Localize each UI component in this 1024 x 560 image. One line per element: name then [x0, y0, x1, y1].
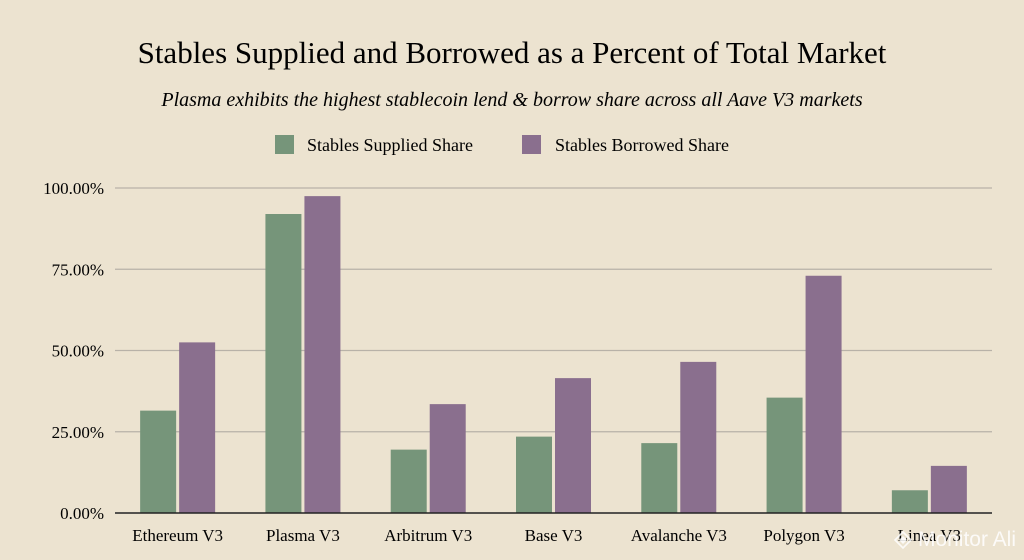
gridlines — [115, 187, 992, 433]
y-tick-label: 100.00% — [43, 179, 104, 198]
bar-borrowed — [680, 361, 717, 513]
chart-title: Stables Supplied and Borrowed as a Perce… — [138, 35, 887, 70]
bar-borrowed — [304, 196, 341, 513]
x-category-label: Ethereum V3 — [132, 526, 223, 545]
x-category-label: Linea V3 — [898, 526, 961, 545]
bar-borrowed — [179, 342, 216, 513]
x-category-label: Base V3 — [525, 526, 583, 545]
y-tick-label: 25.00% — [52, 423, 104, 442]
legend-label-supplied: Stables Supplied Share — [307, 135, 473, 155]
bar-supplied — [891, 490, 928, 513]
bar-borrowed — [555, 378, 591, 513]
bar-borrowed — [429, 404, 466, 513]
watermark: Monitor Ali — [893, 528, 1016, 552]
y-tick-label: 50.00% — [52, 342, 104, 361]
chart-subtitle: Plasma exhibits the highest stablecoin l… — [160, 89, 862, 111]
bar-supplied — [766, 397, 803, 513]
y-tick-label: 75.00% — [52, 260, 104, 279]
bar-borrowed — [805, 275, 842, 513]
x-category-label: Polygon V3 — [763, 526, 844, 545]
legend-label-borrowed: Stables Borrowed Share — [555, 135, 729, 155]
bar-supplied — [140, 410, 177, 513]
legend-swatch-supplied — [275, 135, 294, 154]
legend-swatch-borrowed — [522, 135, 541, 154]
bar-supplied — [265, 214, 302, 513]
x-category-label: Arbitrum V3 — [384, 526, 472, 545]
x-category-label: Plasma V3 — [266, 526, 340, 545]
x-category-label: Avalanche V3 — [631, 526, 727, 545]
x-axis-categories: Ethereum V3 Plasma V3 Arbitrum V3 Base V3 Av… — [132, 526, 961, 545]
bar-supplied — [516, 436, 552, 513]
bar-borrowed — [930, 465, 967, 513]
bars — [140, 196, 967, 513]
y-tick-label: 0.00% — [60, 504, 104, 523]
bar-supplied — [641, 443, 678, 513]
bar-supplied — [390, 449, 427, 513]
y-axis-ticks: 0.00% 25.00% 50.00% 75.00% 100.00% — [43, 179, 104, 523]
legend: Stables Supplied Share Stables Borrowed … — [275, 135, 729, 155]
diamond-logo-icon — [893, 531, 912, 549]
watermark-text: Monitor Ali — [917, 528, 1016, 551]
